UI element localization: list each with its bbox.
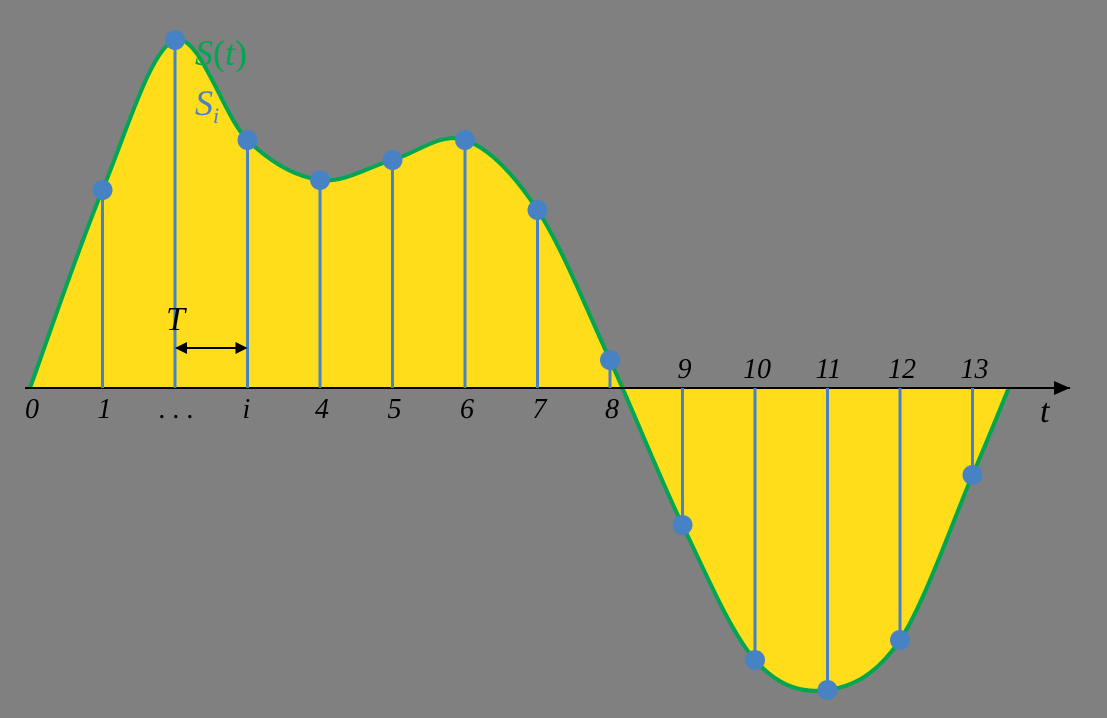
axis-tick-label: 12 <box>888 354 916 385</box>
t-interval-label: T <box>166 301 187 338</box>
axis-tick-label: 0 <box>25 394 39 425</box>
axis-arrowhead-icon <box>1054 381 1070 395</box>
sample-marker <box>528 200 548 220</box>
axis-tick-label: 8 <box>605 394 619 425</box>
sample-marker <box>818 680 838 700</box>
axis-tick-label: 7 <box>533 394 548 425</box>
axis-tick-label: 4 <box>315 394 329 425</box>
axis-tick-label: i <box>243 394 251 425</box>
axis-tick-label: 11 <box>816 354 842 385</box>
sample-marker <box>238 130 258 150</box>
sample-marker <box>165 30 185 50</box>
signal-fill <box>30 39 1009 690</box>
sample-marker <box>310 170 330 190</box>
axis-tick-label: 6 <box>460 394 474 425</box>
axis-tick-label: . . . <box>159 394 194 425</box>
sample-marker <box>745 650 765 670</box>
sample-marker <box>963 465 983 485</box>
sample-marker <box>600 350 620 370</box>
sample-marker <box>383 150 403 170</box>
sampling-diagram: 01. . .i45678910111213tS(t)SiT <box>0 0 1107 718</box>
sample-marker <box>93 180 113 200</box>
axis-tick-label: 1 <box>98 394 112 425</box>
axis-tick-label: 13 <box>961 354 989 385</box>
axis-tick-label: 9 <box>678 354 692 385</box>
axis-tick-label: 10 <box>743 354 771 385</box>
axis-tick-label: 5 <box>388 394 402 425</box>
axis-label: t <box>1040 393 1051 430</box>
sample-marker <box>673 515 693 535</box>
curve-label-st: S(t) <box>195 33 247 73</box>
sample-marker <box>455 130 475 150</box>
sample-marker <box>890 630 910 650</box>
